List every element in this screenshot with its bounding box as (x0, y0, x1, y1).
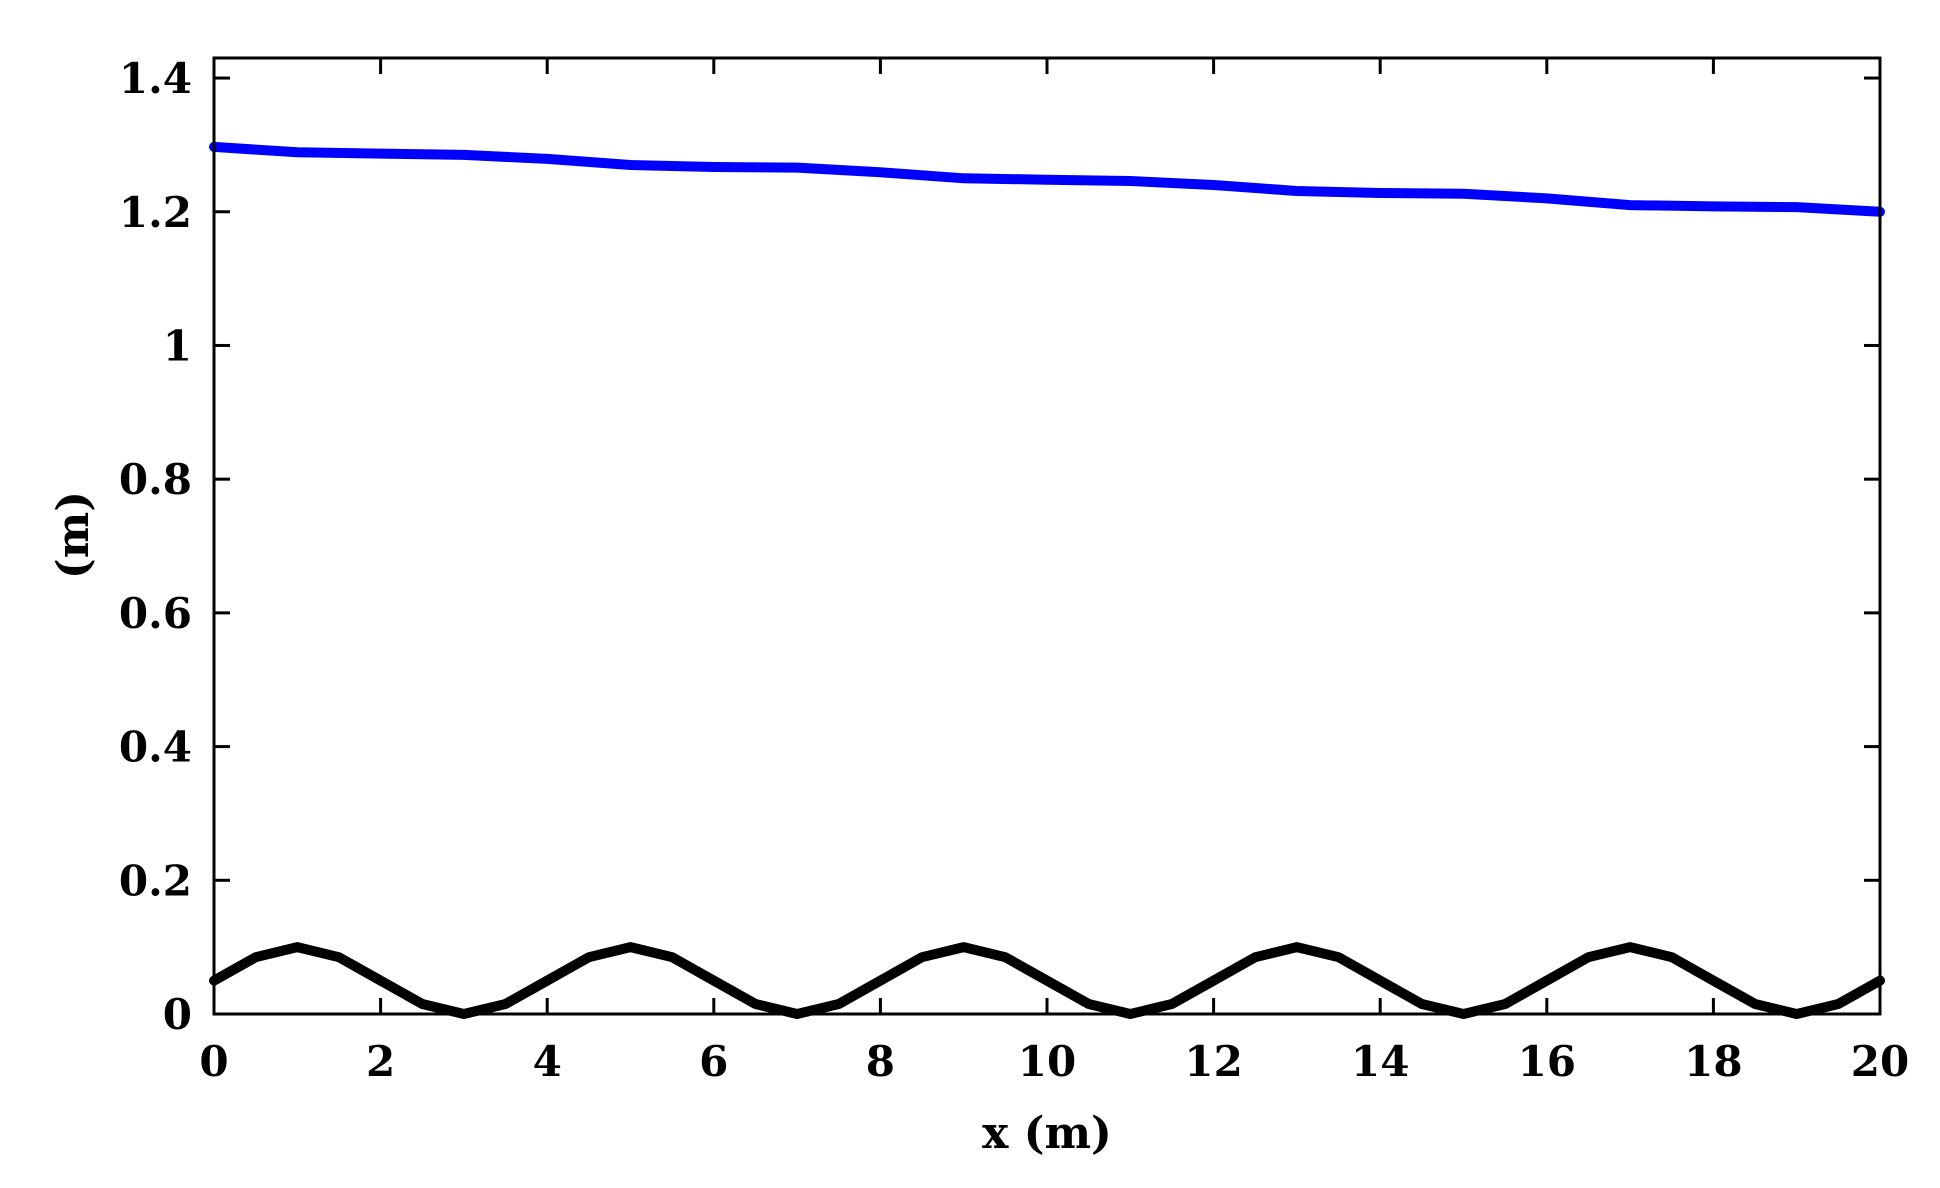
series-line-2 (209, 942, 1885, 1019)
x-tick-label: 8 (866, 1037, 895, 1086)
y-axis-label: (m) (48, 491, 99, 579)
y-tick-label: 1.2 (119, 188, 192, 237)
plot-frame (212, 56, 1882, 1016)
x-axis-label: x (m) (982, 1108, 1112, 1159)
x-tick-label: 10 (1018, 1037, 1076, 1086)
x-tick-label: 2 (366, 1037, 395, 1086)
x-tick-label: 14 (1351, 1037, 1409, 1086)
x-tick-label: 4 (533, 1037, 562, 1086)
y-tick-label: 0.6 (119, 589, 192, 638)
series-layer (209, 141, 1885, 1019)
y-tick-label: 0.8 (119, 455, 192, 504)
y-tick-label: 0 (163, 990, 192, 1039)
y-tick-label: 1 (163, 321, 192, 370)
x-tick-label: 18 (1684, 1037, 1742, 1086)
x-tick-label: 0 (199, 1037, 228, 1086)
y-tick-label: 1.4 (119, 54, 192, 103)
x-tick-label: 6 (699, 1037, 728, 1086)
x-tick-label: 20 (1851, 1037, 1909, 1086)
series-line-1 (209, 141, 1885, 217)
y-tick-label: 0.2 (119, 856, 192, 905)
y-tick-labels: 0 0.2 0.4 0.6 0.8 1 1.2 1.4 (119, 54, 192, 1039)
x-tick-label: 12 (1184, 1037, 1242, 1086)
y-tick-label: 0.4 (119, 723, 192, 772)
x-tick-labels: 0 2 4 6 8 10 12 14 16 18 20 (199, 1037, 1909, 1086)
x-tick-label: 16 (1518, 1037, 1576, 1086)
